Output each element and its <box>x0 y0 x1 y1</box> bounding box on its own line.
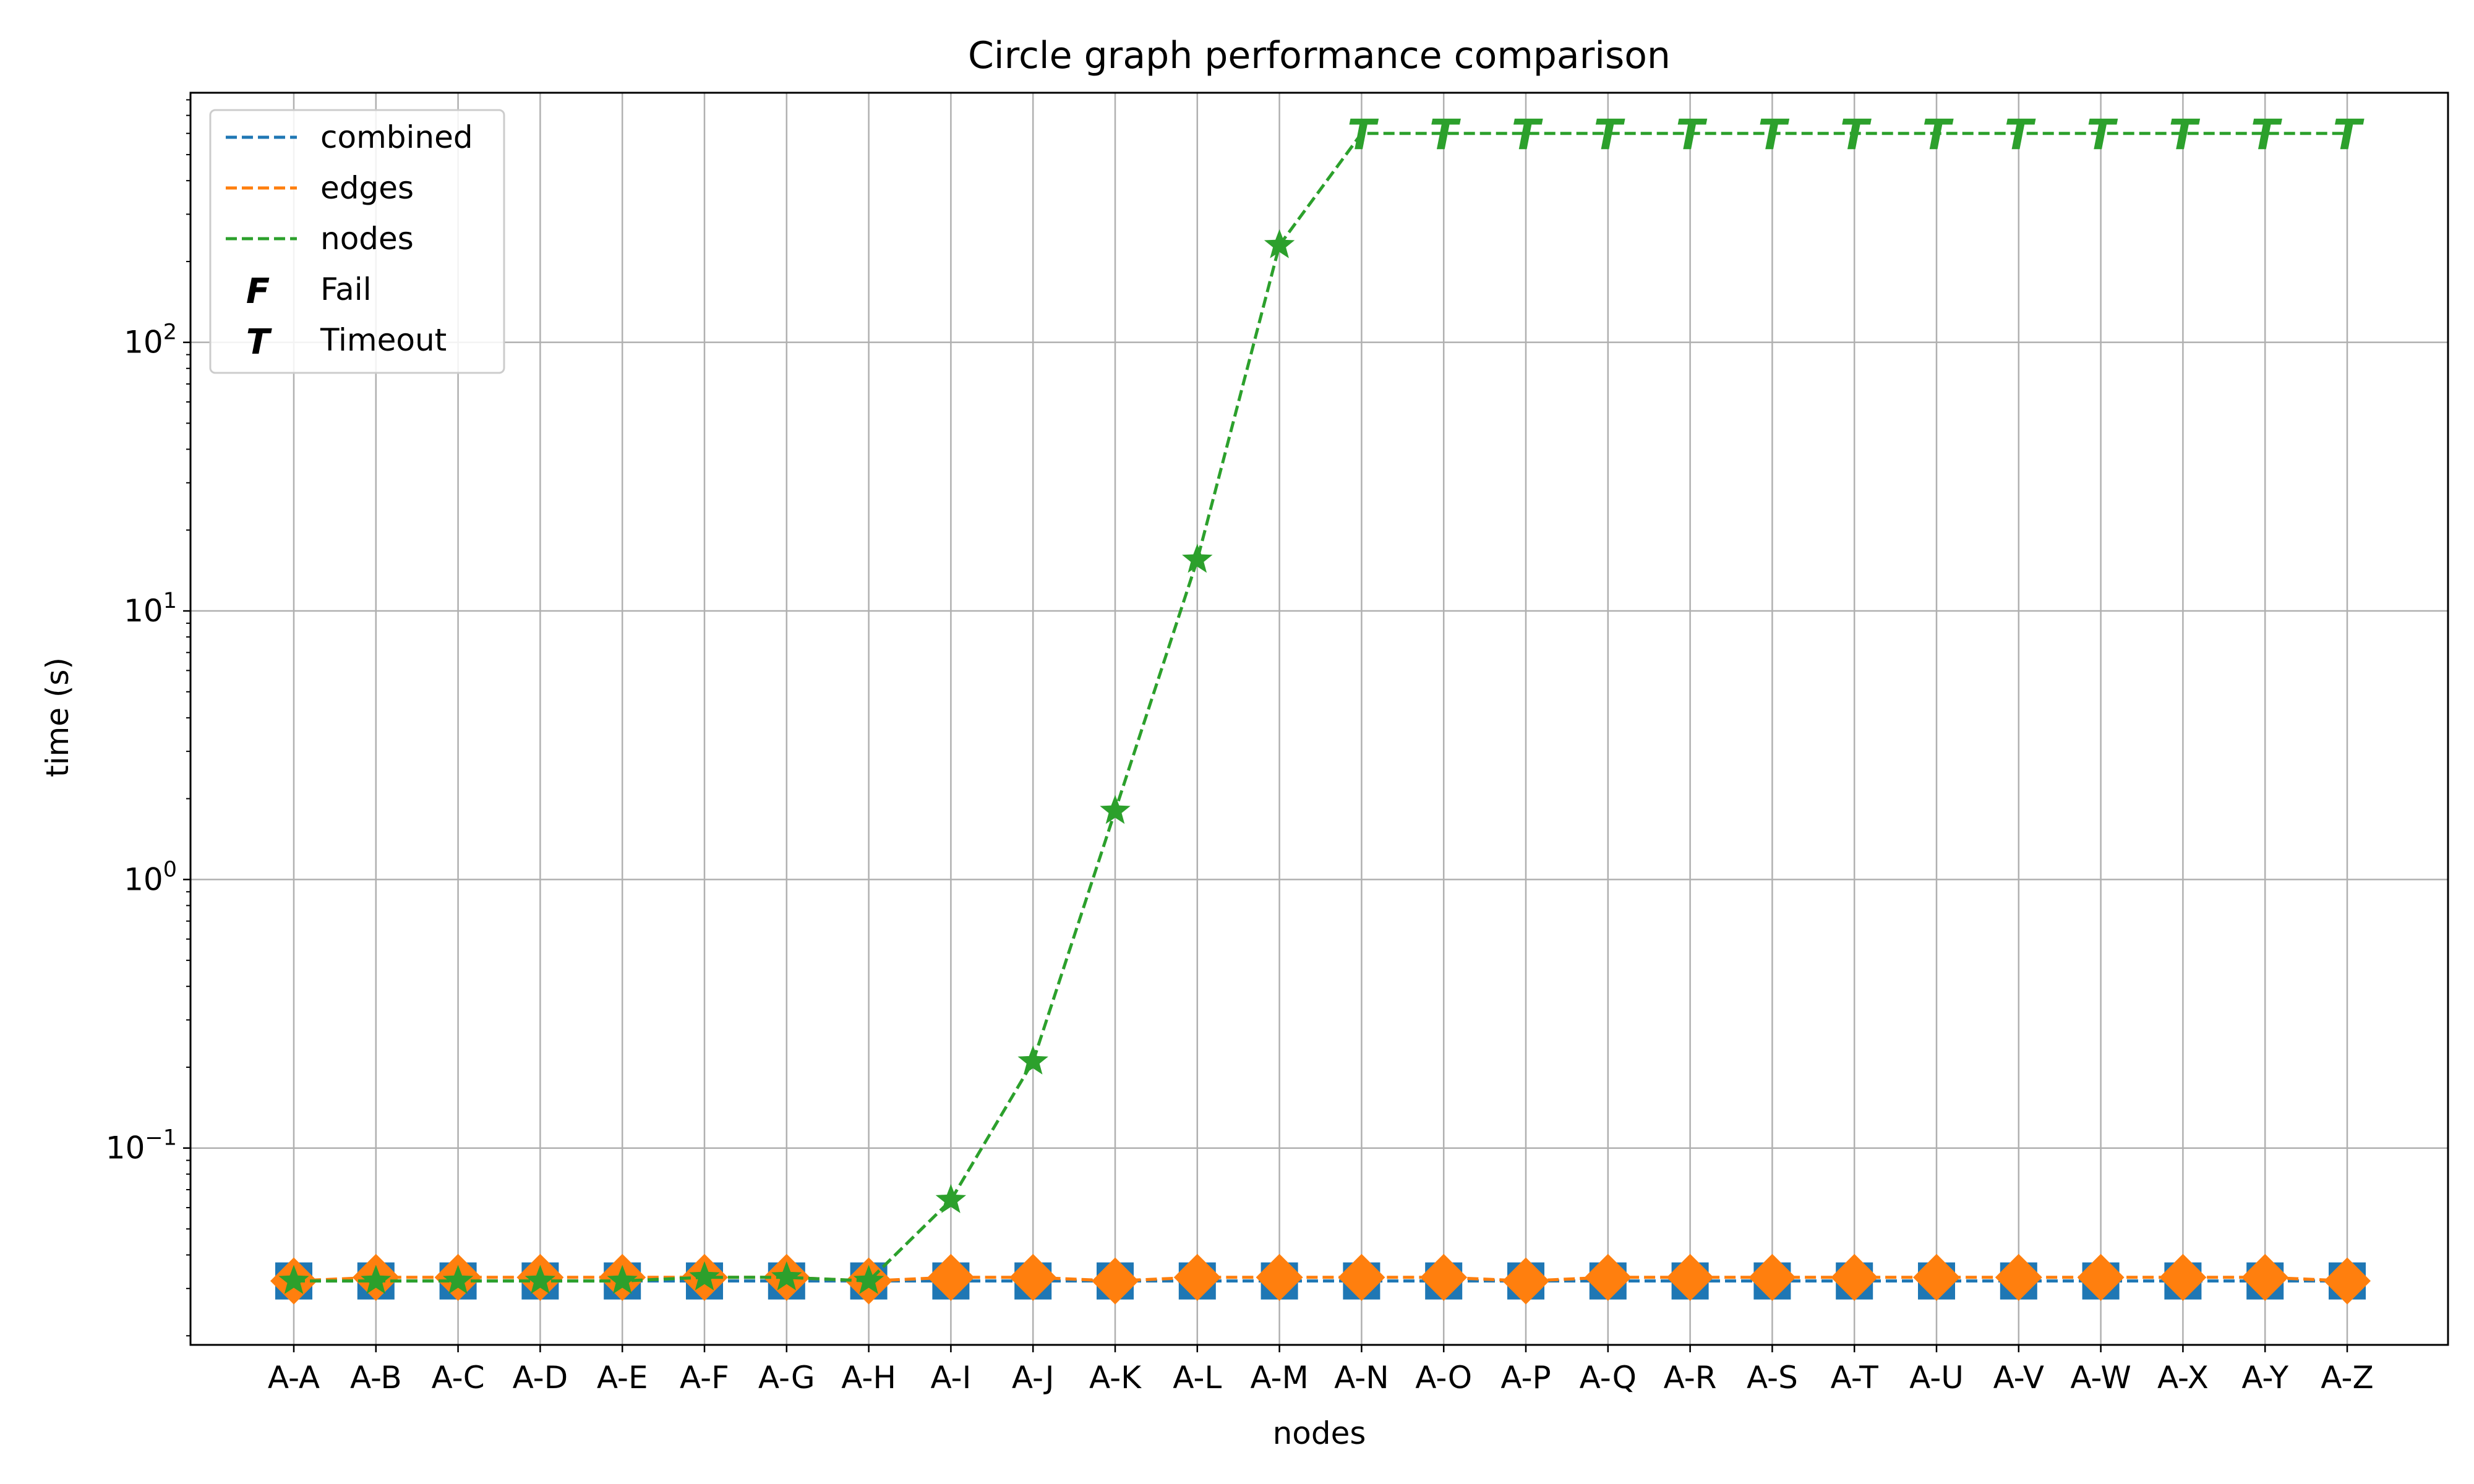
x-axis-label: nodes <box>1273 1415 1366 1451</box>
data-point <box>2241 1253 2289 1301</box>
legend-frame <box>209 109 505 374</box>
x-tick-label: A-F <box>680 1360 729 1396</box>
data-point <box>1173 1253 1221 1301</box>
data-point <box>278 1264 309 1294</box>
data-point <box>853 1264 884 1294</box>
data-point <box>1092 1257 1139 1305</box>
x-tick-label: A-O <box>1415 1360 1472 1396</box>
x-tick-label: A-P <box>1500 1360 1551 1396</box>
data-point <box>2077 1253 2125 1301</box>
data-point <box>1420 1253 1468 1301</box>
series-edges <box>270 1253 2371 1305</box>
data-point <box>1009 1253 1057 1301</box>
data-point <box>1831 1253 1878 1301</box>
x-tick-label: A-H <box>841 1360 896 1396</box>
plot-frame <box>189 92 2449 1346</box>
x-tick-label: A-Q <box>1580 1360 1637 1396</box>
x-tick-label: A-I <box>930 1360 971 1396</box>
y-axis-label: time (s) <box>40 657 75 777</box>
y-tick-label: 10−1 <box>106 1126 177 1166</box>
legend-label-fail: Fail <box>320 271 372 307</box>
axes: A-A A-B A-C A-D A-E A-F A-G A-H A-I A-J A-K A-L A-M A… <box>106 99 2374 1396</box>
timeout-marker: T <box>1758 111 1789 160</box>
data-point <box>1017 1045 1048 1075</box>
x-tick-label: A-W <box>2070 1360 2131 1396</box>
data-point <box>1995 1253 2042 1301</box>
data-point <box>1338 1253 1385 1301</box>
legend-label-timeout: Timeout <box>320 322 447 358</box>
y-tick-label: 102 <box>124 320 177 360</box>
x-tick-label: A-A <box>268 1360 320 1396</box>
x-tick-label: A-E <box>597 1360 648 1396</box>
timeout-marker: T <box>1347 111 1379 160</box>
x-tick-label: A-Z <box>2321 1360 2373 1396</box>
data-point <box>771 1261 802 1290</box>
timeout-marker: T <box>2005 111 2036 160</box>
data-point <box>935 1183 967 1213</box>
data-point <box>1182 544 1213 573</box>
timeout-marker: T <box>1429 111 1461 160</box>
data-point <box>1100 795 1131 824</box>
timeout-marker: T <box>2086 111 2118 160</box>
timeout-marker: T <box>1512 111 1543 160</box>
data-point <box>2324 1257 2371 1305</box>
x-tick-label: A-M <box>1250 1360 1308 1396</box>
x-tick-label: A-U <box>1909 1360 1964 1396</box>
data-point <box>1256 1253 1303 1301</box>
data-point <box>1264 229 1295 258</box>
legend: combined edges nodes F Fail T Timeout <box>209 109 505 374</box>
data-point <box>1913 1253 1960 1301</box>
timeout-marker: T <box>2168 111 2200 160</box>
legend-label-nodes: nodes <box>320 221 414 257</box>
timeout-marker: T <box>1840 111 1872 160</box>
legend-symbol-fail: F <box>246 271 270 312</box>
series-line-nodes <box>294 132 2347 1283</box>
x-tick-label: A-J <box>1012 1360 1055 1396</box>
x-tick-label: A-V <box>1993 1360 2044 1396</box>
legend-label-edges: edges <box>320 170 414 206</box>
x-tick-label: A-X <box>2157 1360 2209 1396</box>
data-point <box>1502 1257 1549 1305</box>
x-tick-label: A-D <box>513 1360 568 1396</box>
timeout-marker: T <box>1922 111 1954 160</box>
data-point <box>607 1264 638 1294</box>
data-point <box>1666 1253 1714 1301</box>
data-point <box>1584 1253 1632 1301</box>
x-tick-label: A-Y <box>2241 1360 2288 1396</box>
x-tick-label: A-K <box>1089 1360 1142 1396</box>
data-point <box>2159 1253 2207 1301</box>
data-point <box>442 1264 474 1294</box>
x-tick-label: A-G <box>758 1360 815 1396</box>
legend-label-combined: combined <box>320 119 473 155</box>
timeout-marker: T <box>1594 111 1625 160</box>
data-point <box>927 1253 975 1301</box>
x-tick-label: A-S <box>1747 1360 1798 1396</box>
x-tick-label: A-C <box>432 1360 485 1396</box>
timeout-marker: T <box>2251 111 2282 160</box>
data-point <box>689 1261 720 1290</box>
y-tick-label: 100 <box>124 857 177 897</box>
x-tick-label: A-N <box>1334 1360 1389 1396</box>
x-tick-label: A-T <box>1831 1360 1879 1396</box>
x-tick-label: A-B <box>350 1360 402 1396</box>
timeout-marker: T <box>1676 111 1707 160</box>
chart-title: Circle graph performance comparison <box>968 34 1671 77</box>
data-point <box>1748 1253 1796 1301</box>
x-tick-label: A-L <box>1173 1360 1222 1396</box>
timeout-marker: T <box>2333 111 2365 160</box>
x-tick-label: A-R <box>1664 1360 1717 1396</box>
legend-symbol-timeout: T <box>246 322 272 362</box>
data-point <box>524 1264 556 1294</box>
data-point <box>361 1264 392 1294</box>
y-tick-label: 101 <box>124 589 177 629</box>
